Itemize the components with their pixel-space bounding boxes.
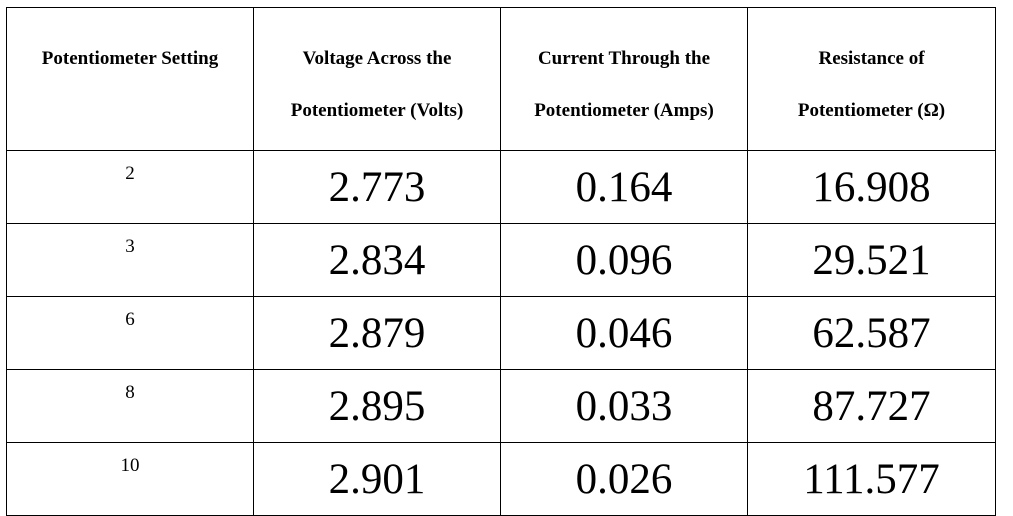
table-row: 3 2.834 0.096 29.521 xyxy=(6,223,996,297)
setting-cell: 10 xyxy=(6,442,254,516)
current-cell: 0.046 xyxy=(500,296,748,370)
current-cell: 0.033 xyxy=(500,369,748,443)
voltage-cell: 2.834 xyxy=(253,223,501,297)
setting-cell: 2 xyxy=(6,150,254,224)
setting-cell: 8 xyxy=(6,369,254,443)
resistance-cell: 29.521 xyxy=(747,223,996,297)
potentiometer-data-table: Potentiometer Setting Voltage Across the… xyxy=(6,7,996,516)
table-row: 2 2.773 0.164 16.908 xyxy=(6,150,996,224)
header-current: Current Through the Potentiometer (Amps) xyxy=(500,7,748,151)
voltage-cell: 2.901 xyxy=(253,442,501,516)
table-row: 10 2.901 0.026 111.577 xyxy=(6,442,996,516)
table-header-row: Potentiometer Setting Voltage Across the… xyxy=(6,7,996,151)
current-cell: 0.164 xyxy=(500,150,748,224)
resistance-cell: 62.587 xyxy=(747,296,996,370)
voltage-cell: 2.773 xyxy=(253,150,501,224)
setting-cell: 3 xyxy=(6,223,254,297)
table-row: 6 2.879 0.046 62.587 xyxy=(6,296,996,370)
resistance-cell: 16.908 xyxy=(747,150,996,224)
header-voltage: Voltage Across the Potentiometer (Volts) xyxy=(253,7,501,151)
header-resistance: Resistance of Potentiometer (Ω) xyxy=(747,7,996,151)
current-cell: 0.096 xyxy=(500,223,748,297)
voltage-cell: 2.879 xyxy=(253,296,501,370)
voltage-cell: 2.895 xyxy=(253,369,501,443)
setting-cell: 6 xyxy=(6,296,254,370)
table-row: 8 2.895 0.033 87.727 xyxy=(6,369,996,443)
header-potentiometer-setting: Potentiometer Setting xyxy=(6,7,254,151)
resistance-cell: 87.727 xyxy=(747,369,996,443)
current-cell: 0.026 xyxy=(500,442,748,516)
resistance-cell: 111.577 xyxy=(747,442,996,516)
